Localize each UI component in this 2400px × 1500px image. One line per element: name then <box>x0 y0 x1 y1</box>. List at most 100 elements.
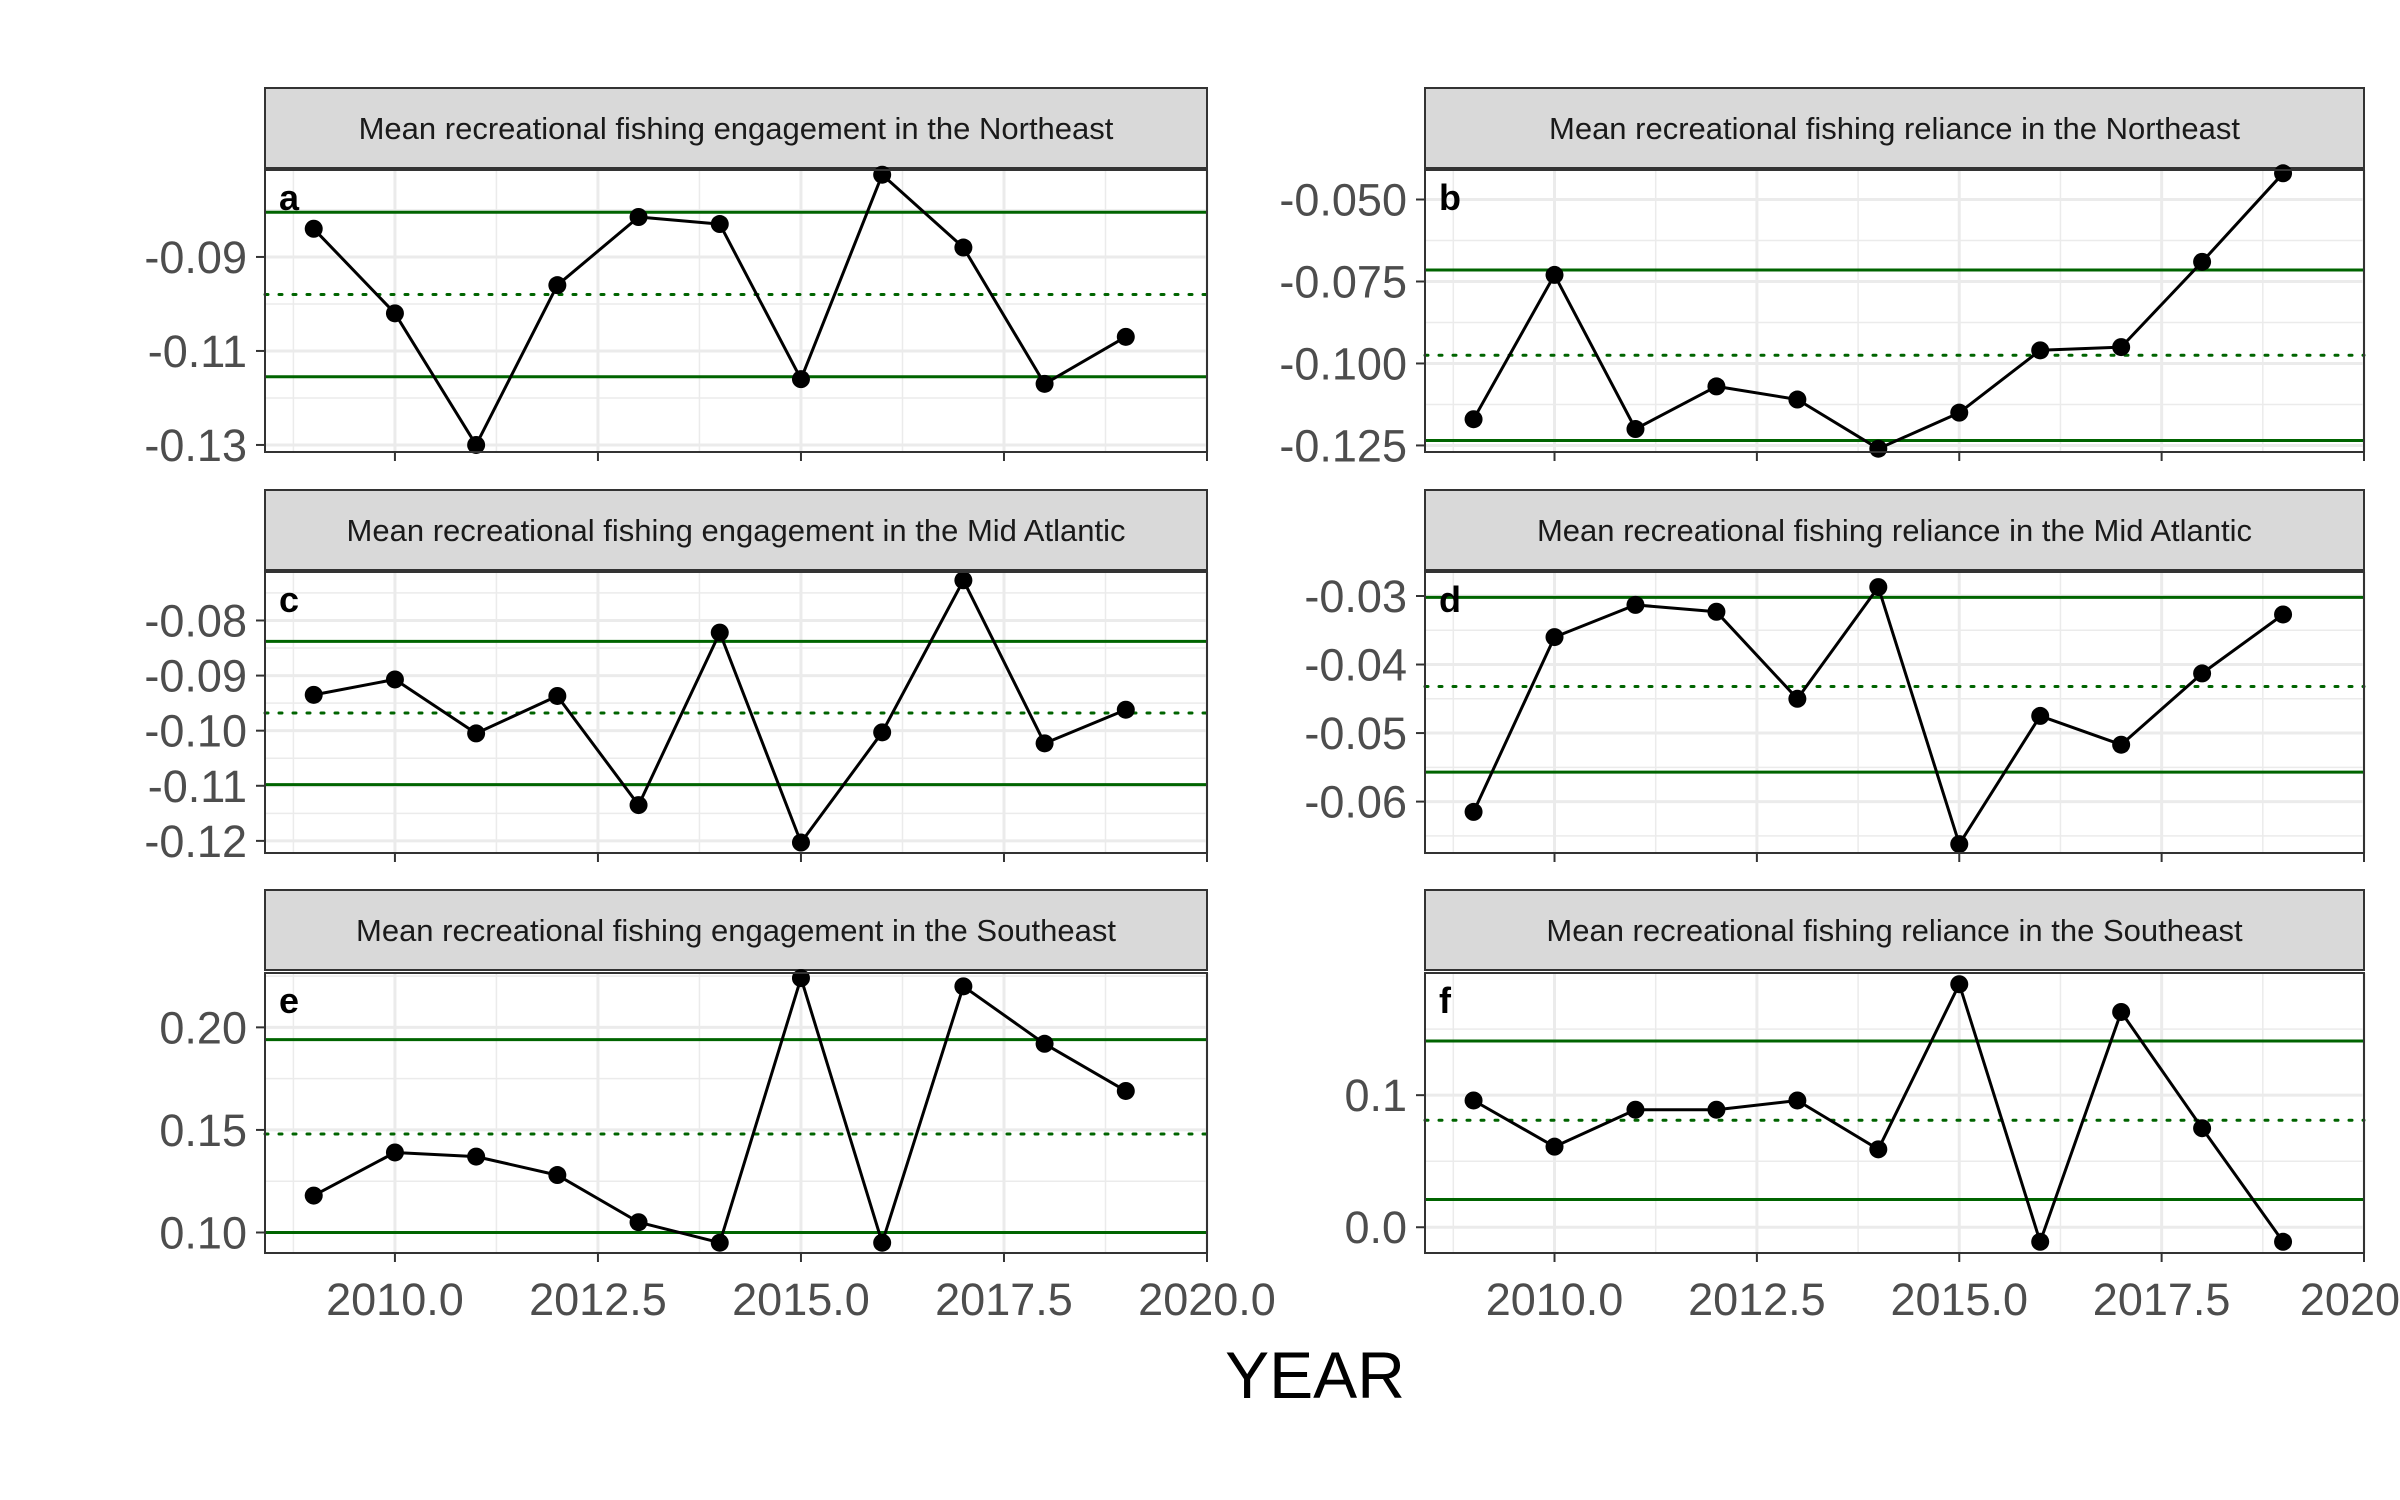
x-axis-title: YEAR <box>1225 1338 1405 1412</box>
panel-c-data-point <box>548 686 567 705</box>
panel-e-y-tick-label: 0.15 <box>159 1105 247 1156</box>
panel-c-y-tick-label: -0.10 <box>144 706 247 757</box>
panel-f-x-tick-label: 2015.0 <box>1890 1274 2028 1325</box>
panel-b-data-point <box>2112 338 2131 357</box>
panel-f-data-point <box>2112 1002 2131 1021</box>
panel-d-data-point <box>1950 835 1969 854</box>
panel-f-x-tick-label: 2020 <box>2300 1274 2400 1325</box>
panel-e-x-tick-label: 2015.0 <box>732 1274 870 1325</box>
panel-b-data-point <box>1464 410 1483 429</box>
panel-a-data-point <box>304 219 323 238</box>
panel-a-data-point <box>467 435 486 454</box>
panel-a-y-tick-label: -0.11 <box>148 326 247 377</box>
panel-d-data-point <box>2193 664 2212 683</box>
panel-d-tag: d <box>1439 579 1461 620</box>
panel-a-data-point <box>710 215 729 234</box>
panel-c-data-point <box>1035 734 1054 753</box>
panel-f-x-tick-label: 2010.0 <box>1486 1274 1624 1325</box>
panel-e-data-point <box>1116 1081 1135 1100</box>
panel-c-title: Mean recreational fishing engagement in … <box>347 513 1126 548</box>
panel-c-data-point <box>629 796 648 815</box>
panel-b-y-tick-label: -0.050 <box>1279 175 1407 226</box>
panel-c-data-point <box>873 723 892 742</box>
panel-c-data-point <box>954 571 973 590</box>
panel-c-data-point <box>467 724 486 743</box>
panel-c-data-point <box>1116 700 1135 719</box>
panel-b-border <box>1424 169 2365 453</box>
panel-f-data-point <box>2274 1232 2293 1251</box>
panel-d-data-point <box>1464 802 1483 821</box>
panel-f-data-point <box>1950 975 1969 994</box>
panel-e-data-point <box>954 977 973 996</box>
panel-a-data-point <box>385 304 404 323</box>
panel-a-title: Mean recreational fishing engagement in … <box>359 111 1114 146</box>
panel-b-data-point <box>1707 377 1726 396</box>
panel-f-x-tick-label: 2012.5 <box>1688 1274 1826 1325</box>
panel-b-data-point <box>1545 265 1564 284</box>
panel-f-data-point <box>2193 1119 2212 1138</box>
panel-b-data-point <box>2031 341 2050 360</box>
panel-f: Mean recreational fishing reliance in th… <box>1344 889 2400 1325</box>
panel-f-title: Mean recreational fishing reliance in th… <box>1546 913 2243 948</box>
panel-f-data-point <box>2031 1232 2050 1251</box>
panel-f-data-point <box>1707 1100 1726 1119</box>
panel-d-border <box>1424 571 2365 854</box>
panel-d-strip <box>1424 489 2365 571</box>
panel-a-tag: a <box>279 177 300 218</box>
panel-e-x-tick-label: 2012.5 <box>529 1274 667 1325</box>
panel-e-title: Mean recreational fishing engagement in … <box>356 913 1116 948</box>
panel-f-x-tick-label: 2017.5 <box>2093 1274 2231 1325</box>
panel-e-data-point <box>873 1233 892 1252</box>
panel-f-data-point <box>1545 1137 1564 1156</box>
panel-e-x-tick-label: 2017.5 <box>935 1274 1073 1325</box>
panel-d-title: Mean recreational fishing reliance in th… <box>1537 513 2252 548</box>
panel-d-data-point <box>1626 595 1645 614</box>
panel-e-data-point <box>710 1233 729 1252</box>
panel-e: Mean recreational fishing engagement in … <box>159 889 1276 1325</box>
panel-f-data-point <box>1788 1091 1807 1110</box>
panel-e-data-point <box>548 1166 567 1185</box>
panel-b-data-point <box>2193 252 2212 271</box>
panel-e-data-point <box>467 1147 486 1166</box>
panels-group: Mean recreational fishing engagement in … <box>144 87 2400 1325</box>
panel-d-y-tick-label: -0.03 <box>1304 571 1407 622</box>
panel-c-tag: c <box>279 579 299 620</box>
panel-f-strip <box>1424 889 2365 971</box>
panel-b-data-point <box>1869 439 1888 458</box>
panel-a-data-point <box>954 238 973 257</box>
panel-b-data-point <box>2274 164 2293 183</box>
panel-e-data-point <box>791 969 810 988</box>
panel-e-border <box>264 972 1208 1254</box>
panel-d-data-point <box>1707 602 1726 621</box>
panel-a-background <box>265 170 1207 452</box>
panel-d-data-point <box>2031 706 2050 725</box>
panel-b-y-tick-label: -0.100 <box>1279 338 1407 389</box>
panel-d: Mean recreational fishing reliance in th… <box>1304 489 2366 862</box>
panel-d-data-point <box>1545 628 1564 647</box>
panel-e-data-point <box>1035 1034 1054 1053</box>
panel-e-y-tick-label: 0.10 <box>159 1207 247 1258</box>
panel-e-tag: e <box>279 980 299 1021</box>
panel-d-data-point <box>1788 689 1807 708</box>
panel-d-y-tick-label: -0.04 <box>1304 640 1407 691</box>
panel-c: Mean recreational fishing engagement in … <box>144 489 1209 867</box>
panel-a-y-tick-label: -0.13 <box>144 420 247 471</box>
panel-a-data-point <box>791 370 810 389</box>
panel-a-strip <box>264 87 1208 169</box>
panel-c-y-tick-label: -0.08 <box>144 595 247 646</box>
panel-f-border <box>1424 972 2365 1254</box>
panel-c-y-tick-label: -0.09 <box>144 651 247 702</box>
panel-b-background <box>1425 170 2364 452</box>
panel-b-title: Mean recreational fishing reliance in th… <box>1549 111 2240 146</box>
panel-f-data-point <box>1869 1140 1888 1159</box>
panel-e-data-point <box>304 1186 323 1205</box>
panel-e-background <box>265 973 1207 1253</box>
panel-e-strip <box>264 889 1208 971</box>
panel-c-data-point <box>385 670 404 689</box>
panel-b-y-tick-label: -0.125 <box>1279 420 1407 471</box>
panel-e-x-tick-label: 2020.0 <box>1138 1274 1276 1325</box>
panel-a-data-point <box>629 208 648 226</box>
panel-e-y-tick-label: 0.20 <box>159 1002 247 1053</box>
panel-f-data-point <box>1464 1091 1483 1110</box>
